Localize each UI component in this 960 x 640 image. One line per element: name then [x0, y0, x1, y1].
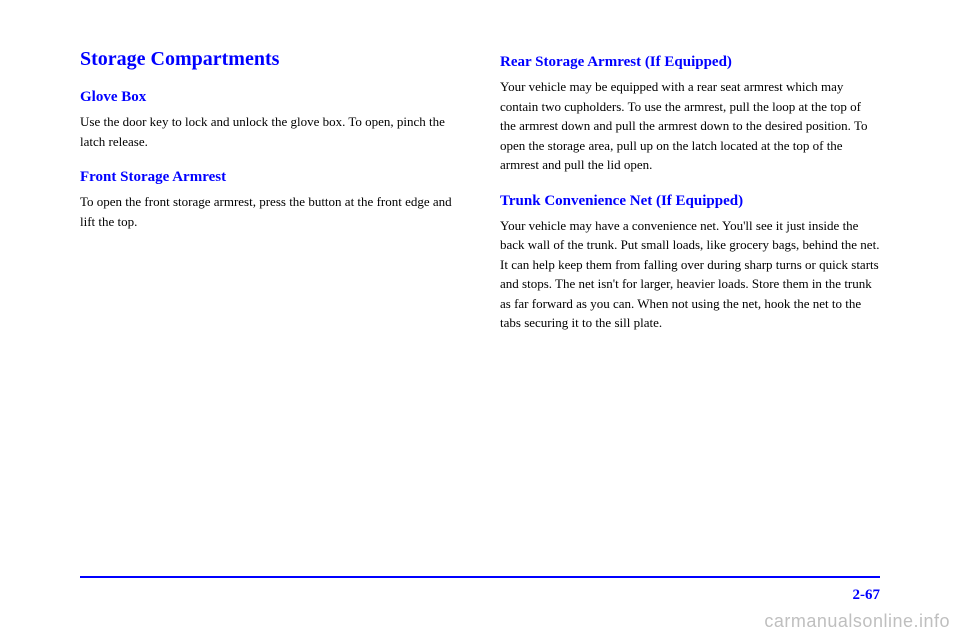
rear-armrest-heading: Rear Storage Armrest (If Equipped): [500, 54, 880, 71]
footer-rule: [80, 576, 880, 578]
left-column: Storage Compartments Glove Box Use the d…: [80, 48, 460, 351]
section-title: Storage Compartments: [80, 48, 460, 71]
right-column: Rear Storage Armrest (If Equipped) Your …: [500, 48, 880, 351]
glove-box-heading: Glove Box: [80, 89, 460, 106]
trunk-net-body: Your vehicle may have a convenience net.…: [500, 216, 880, 333]
page-content: Storage Compartments Glove Box Use the d…: [0, 0, 960, 351]
watermark: carmanualsonline.info: [764, 611, 950, 632]
front-armrest-body: To open the front storage armrest, press…: [80, 192, 460, 231]
rear-armrest-body: Your vehicle may be equipped with a rear…: [500, 77, 880, 175]
glove-box-body: Use the door key to lock and unlock the …: [80, 112, 460, 151]
page-number: 2-67: [853, 587, 881, 604]
front-armrest-heading: Front Storage Armrest: [80, 169, 460, 186]
trunk-net-heading: Trunk Convenience Net (If Equipped): [500, 193, 880, 210]
